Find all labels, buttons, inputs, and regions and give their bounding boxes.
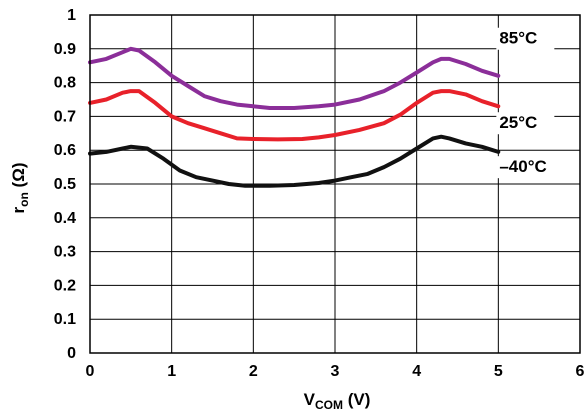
tick-labels: 0 0.1 0.2 0.3 0.4 0.5 0.6 0.7 0.8 0.9 1 0 1 2 3 4 5 6 [54, 7, 585, 380]
x-tick-label: 3 [331, 363, 340, 380]
series-label: –40°C [499, 157, 546, 176]
y-tick-label: 0.8 [54, 75, 76, 92]
x-tick-label: 5 [494, 363, 503, 380]
y-tick-label: 1 [67, 7, 76, 24]
x-tick-label: 4 [412, 363, 421, 380]
y-tick-label: 0.5 [54, 176, 76, 193]
series-label-background [496, 27, 555, 50]
x-tick-label: 6 [576, 363, 585, 380]
series-labels: 85°C 25°C –40°C [496, 27, 555, 179]
series-line [88, 134, 501, 188]
series-line [88, 89, 501, 142]
x-tick-label: 0 [86, 363, 95, 380]
y-tick-label: 0.7 [54, 108, 76, 125]
plot-frame [89, 14, 581, 354]
y-tick-label: 0.6 [54, 142, 76, 159]
x-tick-label: 1 [167, 363, 176, 380]
series-line [88, 46, 501, 110]
series-label: 25°C [499, 113, 537, 132]
y-tick-label: 0.9 [54, 41, 76, 58]
x-tick-label: 2 [249, 363, 258, 380]
series-label: 85°C [499, 29, 537, 48]
y-tick-label: 0.2 [54, 277, 76, 294]
y-tick-label: 0.3 [54, 244, 76, 261]
curves [88, 46, 501, 188]
y-axis-label: ron (Ω) [9, 163, 31, 214]
series-label-background [496, 156, 555, 179]
y-tick-label: 0.1 [54, 311, 76, 328]
y-tick-label: 0.4 [54, 210, 76, 227]
series-label-background [496, 112, 555, 135]
x-axis-label: VCOM (V) [304, 390, 371, 412]
grid [90, 15, 580, 353]
y-tick-label: 0 [67, 345, 76, 362]
